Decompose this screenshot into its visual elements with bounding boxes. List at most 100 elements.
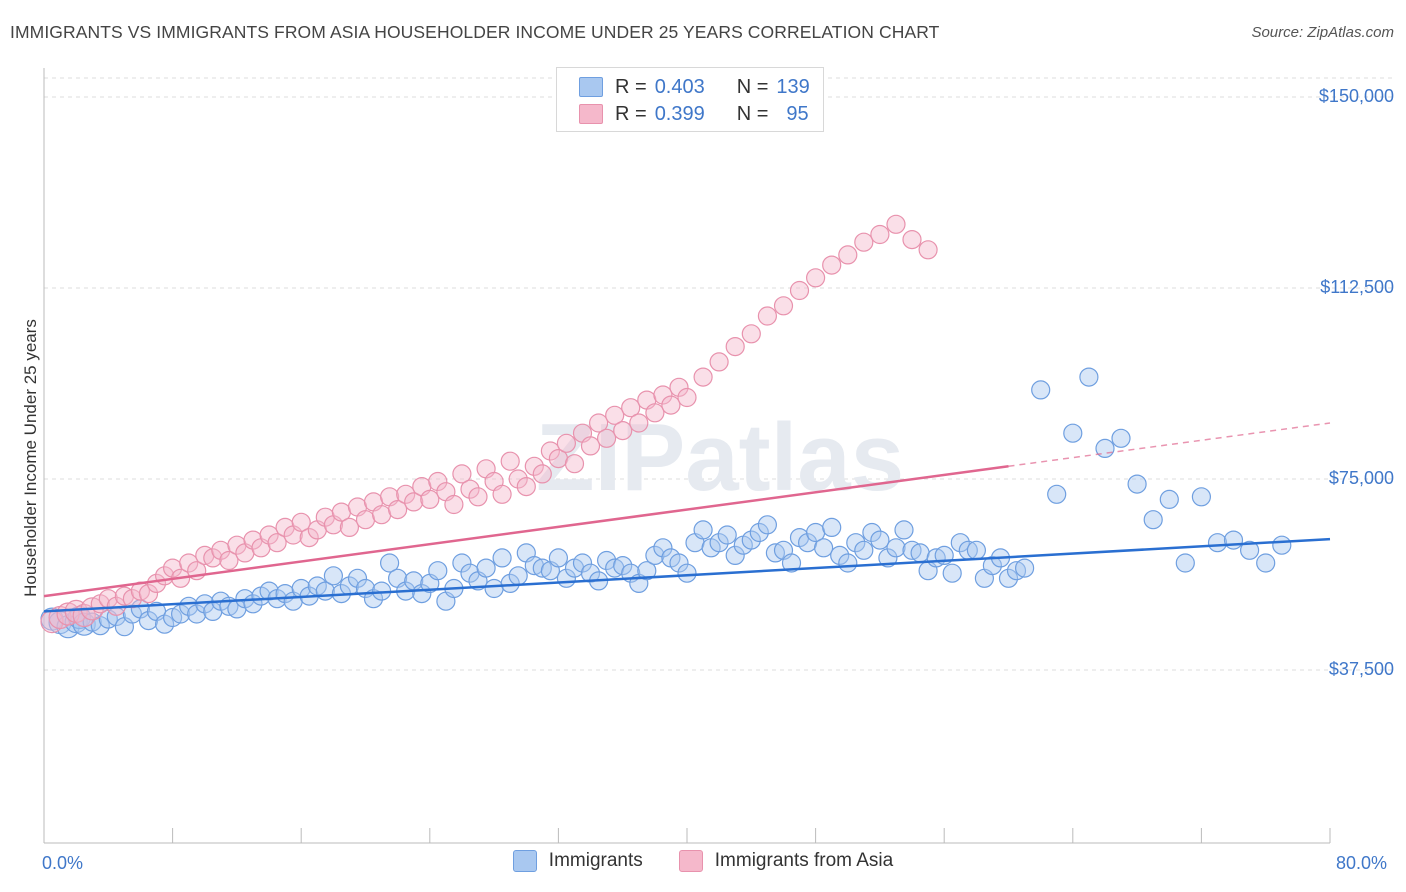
immigrants-point: [886, 538, 906, 558]
immigrants-point: [693, 520, 713, 540]
asia-point: [468, 487, 488, 507]
immigrants-point: [1159, 489, 1179, 509]
asia-point: [355, 510, 376, 530]
asia-point: [540, 441, 561, 461]
asia-point: [588, 413, 609, 433]
asia-point: [741, 324, 761, 344]
asia-point: [709, 352, 729, 372]
asia-point: [725, 337, 745, 357]
immigrants-point: [155, 614, 175, 634]
stats-legend: R = 0.403 N = 139 R = 0.399 N = 95: [556, 67, 824, 132]
legend-item-asia: Immigrants from Asia: [678, 850, 893, 872]
legend-swatch-pink: [678, 850, 703, 872]
immigrants-point: [380, 553, 400, 573]
immigrants-point: [950, 533, 970, 553]
asia-point: [902, 230, 922, 250]
immigrants-point: [942, 563, 962, 583]
immigrants-point: [1079, 367, 1099, 387]
y-tick-75000: $75,000: [1328, 468, 1394, 488]
trend-line-asia: [43, 465, 1009, 598]
immigrants-point: [854, 540, 874, 560]
legend-r-label: R =: [615, 102, 647, 125]
immigrants-point: [870, 530, 890, 550]
asia-point: [396, 484, 416, 504]
asia-point: [669, 377, 689, 397]
legend-swatch-pink: [579, 104, 603, 124]
asia-point: [564, 454, 585, 474]
immigrants-point: [677, 563, 697, 583]
asia-point: [508, 469, 528, 489]
immigrants-point: [862, 522, 882, 543]
immigrants-point: [822, 517, 842, 538]
watermark: ZIPatlas: [536, 404, 904, 511]
asia-point: [404, 492, 424, 512]
immigrants-point: [998, 568, 1019, 588]
y-tick-37500: $37,500: [1328, 659, 1394, 679]
immigrants-point: [428, 561, 448, 581]
source-label: Source: ZipAtlas.com: [1251, 24, 1394, 41]
asia-point: [452, 464, 472, 484]
asia-point: [388, 500, 408, 520]
asia-point: [653, 385, 673, 405]
legend-row-asia: R = 0.399 N = 95: [579, 101, 809, 127]
asia-point: [259, 525, 279, 545]
asia-point: [556, 433, 577, 453]
asia-point: [580, 436, 601, 456]
asia-point: [524, 456, 544, 476]
asia-point: [918, 240, 938, 260]
immigrants-point: [846, 533, 866, 553]
asia-point: [613, 421, 633, 441]
asia-point: [870, 224, 890, 245]
immigrants-point: [894, 520, 914, 540]
asia-point: [500, 451, 520, 471]
legend-n-label: N =: [736, 75, 769, 98]
immigrants-point: [669, 553, 689, 573]
legend-item-immigrants: Immigrants: [512, 850, 643, 872]
legend-r-label: R =: [615, 75, 647, 98]
asia-point: [621, 398, 641, 418]
immigrants-point: [492, 548, 512, 568]
immigrants-point: [452, 553, 472, 573]
asia-point: [532, 464, 552, 484]
legend-row-immigrants: R = 0.403 N = 139: [579, 74, 810, 100]
chart-title: IMMIGRANTS VS IMMIGRANTS FROM ASIA HOUSE…: [10, 22, 940, 42]
immigrants-point: [1223, 530, 1244, 550]
legend-label-immigrants: Immigrants: [548, 850, 643, 871]
grid-lines: [44, 77, 1396, 671]
immigrants-point: [187, 604, 207, 624]
immigrants-point: [830, 545, 850, 566]
immigrants-point: [171, 604, 191, 624]
asia-point: [645, 403, 665, 423]
immigrants-point: [781, 553, 802, 573]
asia-point: [444, 494, 464, 515]
immigrants-point: [572, 553, 593, 573]
immigrants-point: [1191, 487, 1212, 507]
legend-n-value: 139: [776, 75, 810, 98]
immigrants-point: [1256, 553, 1276, 573]
immigrants-point: [757, 515, 778, 535]
immigrants-point: [1047, 484, 1067, 504]
legend-n-label: N =: [736, 102, 769, 125]
asia-point: [420, 489, 440, 509]
legend-swatch-blue: [579, 77, 603, 97]
immigrants-point: [580, 563, 601, 583]
asia-point: [629, 413, 649, 433]
trend-line-immigrants: [43, 537, 1331, 613]
axes: [43, 68, 1331, 844]
immigrants-point: [741, 530, 761, 550]
legend-r-value: 0.403: [654, 75, 705, 98]
legend-n-value: 95: [786, 102, 809, 125]
asia-point: [339, 517, 359, 538]
asia-point: [179, 553, 199, 573]
legend-swatch-blue: [512, 850, 537, 872]
y-axis-label: Householder Income Under 25 years: [21, 319, 40, 597]
asia-point: [291, 512, 311, 532]
asia-point: [596, 428, 617, 448]
asia-point: [299, 527, 319, 548]
asia-point: [428, 471, 448, 492]
asia-point: [854, 232, 874, 252]
asia-point: [460, 479, 480, 499]
x-tick-max: 80.0%: [1336, 853, 1388, 873]
immigrants-point: [508, 566, 528, 586]
